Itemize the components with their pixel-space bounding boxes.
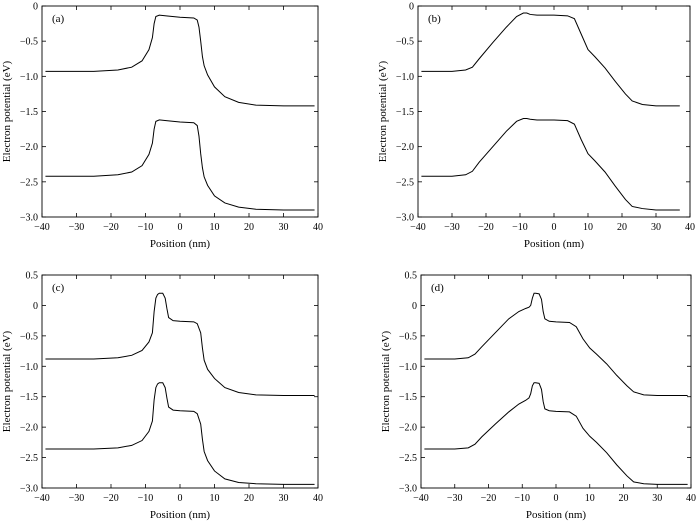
potential-curve-lower [424, 382, 688, 485]
y-tick-label: −1.0 [399, 362, 417, 373]
x-tick-label: −20 [478, 222, 494, 233]
x-tick-label: −40 [34, 493, 50, 504]
x-tick-label: 40 [685, 222, 695, 233]
y-tick-label: 0 [412, 301, 417, 312]
x-tick-label: 20 [244, 493, 254, 504]
x-tick-label: 40 [313, 222, 323, 233]
x-tick-label: 30 [652, 493, 662, 504]
x-tick-label: −20 [103, 222, 119, 233]
x-tick-label: −40 [413, 493, 429, 504]
x-axis-label: Position (nm) [524, 238, 585, 250]
y-tick-label: −2.0 [20, 142, 38, 153]
x-tick-label: 10 [583, 222, 593, 233]
y-tick-label: −0.5 [396, 37, 414, 48]
x-tick-label: −10 [138, 222, 154, 233]
y-tick-label: −2.0 [20, 423, 38, 434]
x-tick-label: −20 [103, 493, 119, 504]
y-tick-label: 0 [33, 301, 38, 312]
y-tick-label: −2.0 [399, 423, 417, 434]
x-tick-label: 40 [313, 493, 323, 504]
y-axis-label: Electron potential (eV) [380, 330, 392, 432]
chart-panel-1: −40 −30 −20 −10 0 10 20 30 40 0 −0.5 −1.0 −1.5 −2.0 −2… [377, 2, 695, 251]
x-tick-label: −20 [481, 493, 497, 504]
y-tick-label: 0 [409, 2, 414, 13]
x-tick-label: 10 [585, 493, 595, 504]
x-tick-label: 0 [554, 493, 559, 504]
x-tick-label: 10 [210, 222, 220, 233]
x-tick-label: 20 [617, 222, 627, 233]
y-tick-label: −2.5 [399, 453, 417, 464]
panel-label: (c) [52, 282, 65, 294]
x-tick-label: 20 [244, 222, 254, 233]
y-tick-label: −1.5 [399, 392, 417, 403]
x-tick-label: −30 [69, 222, 85, 233]
x-tick-label: 20 [619, 493, 629, 504]
y-tick-label: −3.0 [20, 213, 38, 224]
x-tick-label: −30 [444, 222, 460, 233]
plot-frame [417, 5, 691, 218]
potential-curve-lower [421, 118, 680, 211]
y-tick-label: 0.5 [405, 271, 418, 282]
y-tick-label: −1.0 [20, 362, 38, 373]
y-tick-label: −0.5 [20, 37, 38, 48]
y-axis-label: Electron potential (eV) [1, 60, 13, 162]
potential-curve-lower [45, 382, 315, 485]
y-axis-label: Electron potential (eV) [1, 330, 13, 432]
chart-panel-0: −40 −30 −20 −10 0 10 20 30 40 0 −0.5 −1.0 −1.5 −2.0 −2… [1, 2, 323, 251]
x-tick-label: 40 [686, 493, 696, 504]
y-tick-label: −2.5 [396, 177, 414, 188]
x-tick-label: −10 [512, 222, 528, 233]
x-tick-label: 0 [552, 222, 557, 233]
panel-label: (d) [431, 282, 444, 294]
x-tick-label: −10 [514, 493, 530, 504]
y-tick-label: −0.5 [399, 331, 417, 342]
x-tick-label: 30 [279, 493, 289, 504]
x-tick-label: 0 [178, 222, 183, 233]
plot-frame [41, 5, 319, 218]
y-axis-label: Electron potential (eV) [377, 60, 389, 162]
x-tick-label: −30 [447, 493, 463, 504]
y-tick-label: −0.5 [20, 331, 38, 342]
y-tick-label: −1.5 [20, 392, 38, 403]
x-tick-label: 30 [651, 222, 661, 233]
y-tick-label: −2.5 [20, 177, 38, 188]
x-axis-label: Position (nm) [150, 238, 211, 250]
y-tick-label: −3.0 [396, 213, 414, 224]
x-tick-label: 30 [279, 222, 289, 233]
y-tick-label: 0 [33, 2, 38, 13]
y-tick-label: 0.5 [26, 271, 39, 282]
x-tick-label: −40 [34, 222, 50, 233]
y-tick-label: −3.0 [399, 484, 417, 495]
panel-label: (b) [428, 13, 441, 25]
y-tick-label: −2.5 [20, 453, 38, 464]
potential-curve-upper [45, 292, 315, 396]
chart-panel-3: −40 −30 −20 −10 0 10 20 30 40 0.5 0 −0.5 −1.0 −1.5 −2.… [380, 271, 696, 522]
y-tick-label: −1.0 [396, 72, 414, 83]
potential-curve-upper [421, 12, 680, 107]
y-tick-label: −1.0 [20, 72, 38, 83]
plot-frame [420, 274, 692, 489]
x-tick-label: 10 [210, 493, 220, 504]
y-tick-label: −1.5 [396, 107, 414, 118]
panel-label: (a) [52, 13, 65, 25]
y-tick-label: −3.0 [20, 484, 38, 495]
potential-curve-upper [45, 14, 315, 107]
x-tick-label: −40 [410, 222, 426, 233]
potential-curve-upper [424, 292, 688, 396]
x-axis-label: Position (nm) [526, 509, 587, 521]
x-tick-label: −30 [69, 493, 85, 504]
x-tick-label: −10 [138, 493, 154, 504]
potential-curve-lower [45, 119, 315, 211]
y-tick-label: −2.0 [396, 142, 414, 153]
chart-panel-2: −40 −30 −20 −10 0 10 20 30 40 0.5 0 −0.5 −1.0 −1.5 −2.… [1, 271, 323, 522]
y-tick-label: −1.5 [20, 107, 38, 118]
plot-frame [41, 274, 319, 489]
x-tick-label: 0 [178, 493, 183, 504]
x-axis-label: Position (nm) [150, 509, 211, 521]
